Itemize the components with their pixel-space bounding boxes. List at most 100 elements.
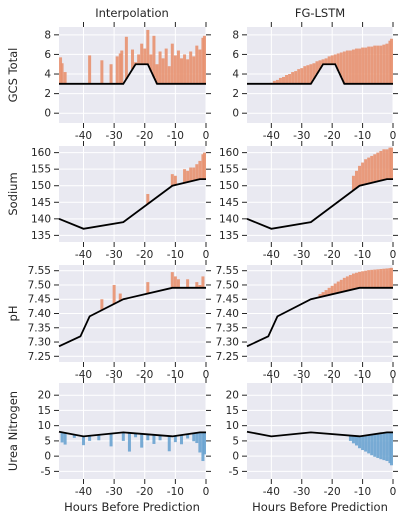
bar <box>303 66 307 84</box>
y-tick-label: 7.35 <box>216 322 239 334</box>
bar <box>390 38 393 84</box>
bar <box>179 435 184 445</box>
x-tick-label: -30 <box>293 130 310 142</box>
bar <box>173 55 177 84</box>
bar <box>327 287 331 295</box>
bar <box>186 434 190 439</box>
y-tick-label: 7.40 <box>216 308 239 320</box>
x-tick-label: 0 <box>390 369 397 381</box>
x-tick-label: -30 <box>106 486 123 498</box>
bar <box>282 76 285 84</box>
bar <box>120 50 124 84</box>
bar <box>379 150 383 181</box>
bar <box>202 35 206 84</box>
bar <box>355 272 358 289</box>
bar <box>60 432 64 443</box>
y-tick-label: 140 <box>31 213 51 225</box>
bar <box>201 276 205 288</box>
bar <box>324 58 328 65</box>
x-tick-label: -10 <box>354 369 371 381</box>
panel-sodium-fg-lstm: -40 -30 -20 -10 0 135 140 145 150 155 160 <box>219 141 398 261</box>
x-tick-label: -40 <box>263 369 280 381</box>
bar <box>382 149 386 180</box>
x-tick-label: -30 <box>106 130 123 142</box>
y-tick-label: 7.30 <box>28 337 51 349</box>
bar <box>355 170 358 188</box>
bar <box>351 273 355 290</box>
bar <box>358 48 362 84</box>
x-tick-label: 0 <box>203 486 210 498</box>
bar <box>155 64 159 84</box>
bar <box>348 435 352 441</box>
bar <box>146 29 150 65</box>
panel-urea-nitrogen-interpolation: -40 -30 -20 -10 0 -5 0 5 10 15 20 Urea Nitrogen <box>6 378 211 498</box>
y-tick-label: 7.50 <box>216 279 239 291</box>
x-tick-label: -30 <box>106 369 123 381</box>
x-tick-label: -40 <box>263 130 280 142</box>
x-tick-label: -10 <box>167 130 184 142</box>
y-tick-label: 15 <box>226 405 239 417</box>
bar <box>324 290 328 296</box>
y-tick-label: 150 <box>31 180 51 192</box>
col-title-interpolation: Interpolation <box>95 6 169 20</box>
bar <box>351 435 355 444</box>
bar <box>167 436 171 452</box>
bar <box>294 71 298 84</box>
bar <box>285 75 289 84</box>
bar <box>382 44 386 84</box>
ylabel-urea-nitrogen: Urea Nitrogen <box>6 391 20 471</box>
bar <box>376 269 380 288</box>
bar <box>100 60 104 84</box>
bar <box>173 435 177 443</box>
y-tick-label: 7.40 <box>28 308 51 320</box>
bar <box>318 294 322 298</box>
x-tick-label: -30 <box>293 369 310 381</box>
bar <box>348 274 352 290</box>
bar <box>382 268 386 288</box>
panel-ph-fg-lstm: -40 -30 -20 -10 0 7.25 7.30 7.35 7.40 7.45 7.50 7.5… <box>216 260 398 381</box>
panels: -40 -30 -20 -10 0 0 2 4 6 8 GCS Total -40 -30 -20 -10 0… <box>6 22 398 498</box>
x-tick-label: -40 <box>263 249 280 261</box>
bar <box>161 58 165 84</box>
x-tick-label: -20 <box>324 249 341 261</box>
y-tick-label: 4 <box>232 69 239 81</box>
bar <box>195 282 199 288</box>
y-tick-label: 140 <box>219 213 239 225</box>
y-tick-label: 0 <box>232 451 239 463</box>
bar <box>388 147 392 180</box>
bar <box>278 77 282 84</box>
bar <box>390 432 393 466</box>
bar <box>118 293 122 301</box>
bar <box>192 167 196 181</box>
bar <box>189 51 193 84</box>
y-tick-label: 135 <box>31 230 51 242</box>
y-tick-label: 6 <box>232 49 239 61</box>
bar <box>183 169 187 183</box>
bar <box>115 56 119 84</box>
bar <box>176 279 180 288</box>
bar <box>367 270 371 288</box>
y-tick-label: 15 <box>38 405 51 417</box>
bar <box>63 72 67 84</box>
plot-background <box>247 383 393 479</box>
bar <box>134 433 138 438</box>
bar <box>376 433 380 458</box>
y-tick-label: 0 <box>44 451 51 463</box>
series-line <box>58 178 206 230</box>
bar <box>370 434 374 456</box>
xlabel-left: Hours Before Prediction <box>64 500 200 514</box>
bar <box>309 64 313 84</box>
y-tick-label: 7.55 <box>216 265 239 277</box>
bar <box>361 47 365 84</box>
bar <box>385 149 389 180</box>
y-tick-label: 7.25 <box>216 351 239 363</box>
x-tick-label: -30 <box>293 486 310 498</box>
bar <box>201 37 205 84</box>
panel-ph-interpolation: -40 -30 -20 -10 0 7.25 7.30 7.35 7.40 7.45 7.50 7.5… <box>6 260 211 381</box>
bar <box>127 432 131 452</box>
bar <box>146 282 150 294</box>
bar <box>275 79 279 84</box>
y-tick-label: 145 <box>31 197 51 209</box>
ylabel-ph: pH <box>6 306 20 322</box>
